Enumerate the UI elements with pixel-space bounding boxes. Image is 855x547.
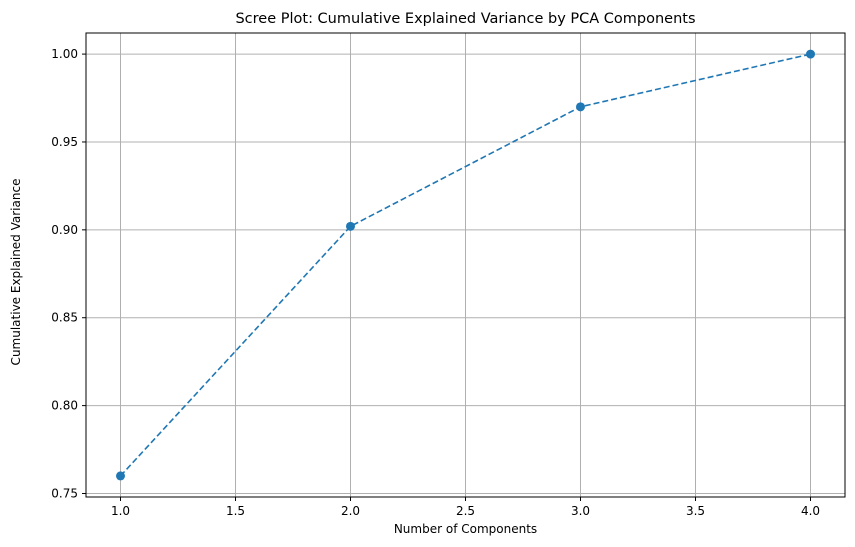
y-tick-label: 0.90 xyxy=(51,223,78,237)
y-tick-label: 0.85 xyxy=(51,311,78,325)
x-tick-label: 3.5 xyxy=(686,504,705,518)
y-tick-label: 1.00 xyxy=(51,47,78,61)
y-axis-label: Cumulative Explained Variance xyxy=(9,179,23,366)
y-tick-label: 0.80 xyxy=(51,399,78,413)
series-line-path xyxy=(119,53,811,477)
x-tick-label: 1.0 xyxy=(111,504,130,518)
data-point-marker xyxy=(346,221,355,231)
axis-ticks: 1.0 1.5 2.0 2.5 3.0 3.5 4.0 0.75 0.80 0.85 0.90 0.9… xyxy=(51,47,820,518)
x-tick-label: 3.0 xyxy=(571,504,590,518)
plot-area-frame xyxy=(85,32,846,498)
series-markers xyxy=(116,49,815,481)
series-line xyxy=(119,53,811,477)
grid-lines xyxy=(86,33,845,497)
x-tick-label: 2.0 xyxy=(341,504,360,518)
x-tick-label: 1.5 xyxy=(226,504,245,518)
x-tick-label: 2.5 xyxy=(456,504,475,518)
y-tick-label: 0.75 xyxy=(51,486,78,500)
x-axis-label: Number of Components xyxy=(394,522,537,536)
data-point-marker xyxy=(806,49,815,59)
x-tick-label: 4.0 xyxy=(801,504,820,518)
y-tick-label: 0.95 xyxy=(51,135,78,149)
chart-title: Scree Plot: Cumulative Explained Varianc… xyxy=(235,11,695,27)
data-point-marker xyxy=(116,471,125,481)
data-point-marker xyxy=(576,102,585,112)
